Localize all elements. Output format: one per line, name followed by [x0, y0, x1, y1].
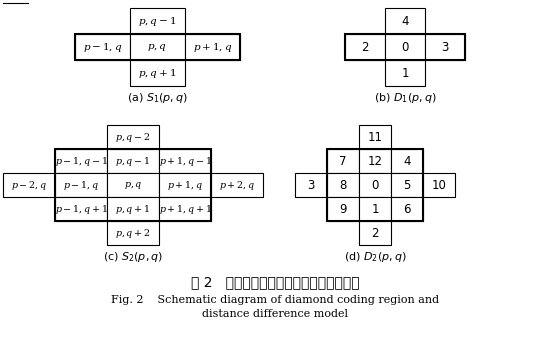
Text: 2: 2 [361, 40, 369, 53]
Text: 0: 0 [371, 179, 379, 192]
Text: $p,q+1$: $p,q+1$ [116, 203, 151, 216]
Text: $p,q$: $p,q$ [124, 179, 142, 190]
Text: (c) $S_2(p,q)$: (c) $S_2(p,q)$ [103, 250, 163, 264]
Bar [55, 149, 107, 173]
Text: 4: 4 [402, 15, 409, 28]
Bar [295, 173, 327, 197]
Text: $p,q+2$: $p,q+2$ [115, 227, 151, 240]
Text: 8: 8 [339, 179, 347, 192]
Bar [185, 34, 240, 60]
Bar [159, 197, 211, 221]
Text: $p+1,q+1$: $p+1,q+1$ [158, 203, 211, 216]
Text: 0: 0 [402, 40, 409, 53]
Text: $p,q+1$: $p,q+1$ [139, 67, 177, 79]
Bar [55, 149, 211, 221]
Text: 1: 1 [371, 203, 379, 216]
Text: $p-1,q$: $p-1,q$ [83, 40, 122, 53]
Bar [385, 8, 425, 34]
Bar [425, 34, 465, 60]
Text: $p,q-1$: $p,q-1$ [116, 155, 151, 168]
Text: $p-1,q-1$: $p-1,q-1$ [54, 155, 107, 168]
Text: 7: 7 [339, 155, 347, 168]
Bar [359, 173, 391, 197]
Bar [130, 8, 185, 34]
Bar [359, 197, 391, 221]
Text: 2: 2 [371, 227, 379, 240]
Bar [345, 34, 465, 60]
Text: 12: 12 [367, 155, 382, 168]
Text: $p-1,q$: $p-1,q$ [63, 179, 99, 192]
Bar [107, 125, 159, 149]
Bar [391, 197, 423, 221]
Bar [327, 173, 359, 197]
Text: $p,q-1$: $p,q-1$ [139, 15, 177, 28]
Bar [107, 221, 159, 245]
Bar [327, 149, 359, 173]
Bar [159, 173, 211, 197]
Text: $p,q-2$: $p,q-2$ [115, 131, 151, 144]
Text: (b) $D_1(p,q)$: (b) $D_1(p,q)$ [373, 91, 436, 105]
Text: Fig. 2    Schematic diagram of diamond coding region and: Fig. 2 Schematic diagram of diamond codi… [111, 295, 439, 305]
Bar [391, 173, 423, 197]
Text: $p+2,q$: $p+2,q$ [219, 179, 255, 192]
Bar [107, 197, 159, 221]
Bar [391, 149, 423, 173]
Bar [75, 34, 130, 60]
Bar [55, 197, 107, 221]
Text: 3: 3 [441, 40, 449, 53]
Text: 6: 6 [403, 203, 411, 216]
Bar [359, 149, 391, 173]
Bar [327, 197, 359, 221]
Bar [107, 173, 159, 197]
Bar [423, 173, 455, 197]
Text: 4: 4 [403, 155, 411, 168]
Bar [130, 34, 185, 60]
Text: (a) $S_1(p,q)$: (a) $S_1(p,q)$ [127, 91, 188, 105]
Bar [359, 221, 391, 245]
Bar [327, 149, 423, 221]
Text: 11: 11 [367, 131, 382, 144]
Text: $p-1,q+1$: $p-1,q+1$ [54, 203, 107, 216]
Bar [211, 173, 263, 197]
Bar [385, 60, 425, 86]
Text: 5: 5 [403, 179, 411, 192]
Text: $p+1,q$: $p+1,q$ [167, 179, 203, 192]
Text: 1: 1 [402, 67, 409, 79]
Text: 3: 3 [307, 179, 315, 192]
Bar [55, 173, 107, 197]
Bar [159, 149, 211, 173]
Text: distance difference model: distance difference model [202, 309, 348, 319]
Text: $p+1,q-1$: $p+1,q-1$ [158, 155, 211, 168]
Bar [359, 125, 391, 149]
Text: $p+1,q$: $p+1,q$ [193, 40, 232, 53]
Text: 10: 10 [432, 179, 447, 192]
Text: $p-2,q$: $p-2,q$ [11, 179, 47, 192]
Bar [3, 173, 55, 197]
Bar [385, 34, 425, 60]
Bar [107, 149, 159, 173]
Bar [345, 34, 385, 60]
Text: $p,q$: $p,q$ [147, 42, 168, 53]
Bar [130, 60, 185, 86]
Text: 图 2   菱形编码区域以及距离差模型示意图: 图 2 菱形编码区域以及距离差模型示意图 [191, 275, 359, 289]
Text: (d) $D_2(p,q)$: (d) $D_2(p,q)$ [344, 250, 406, 264]
Bar [75, 34, 240, 60]
Text: 9: 9 [339, 203, 347, 216]
